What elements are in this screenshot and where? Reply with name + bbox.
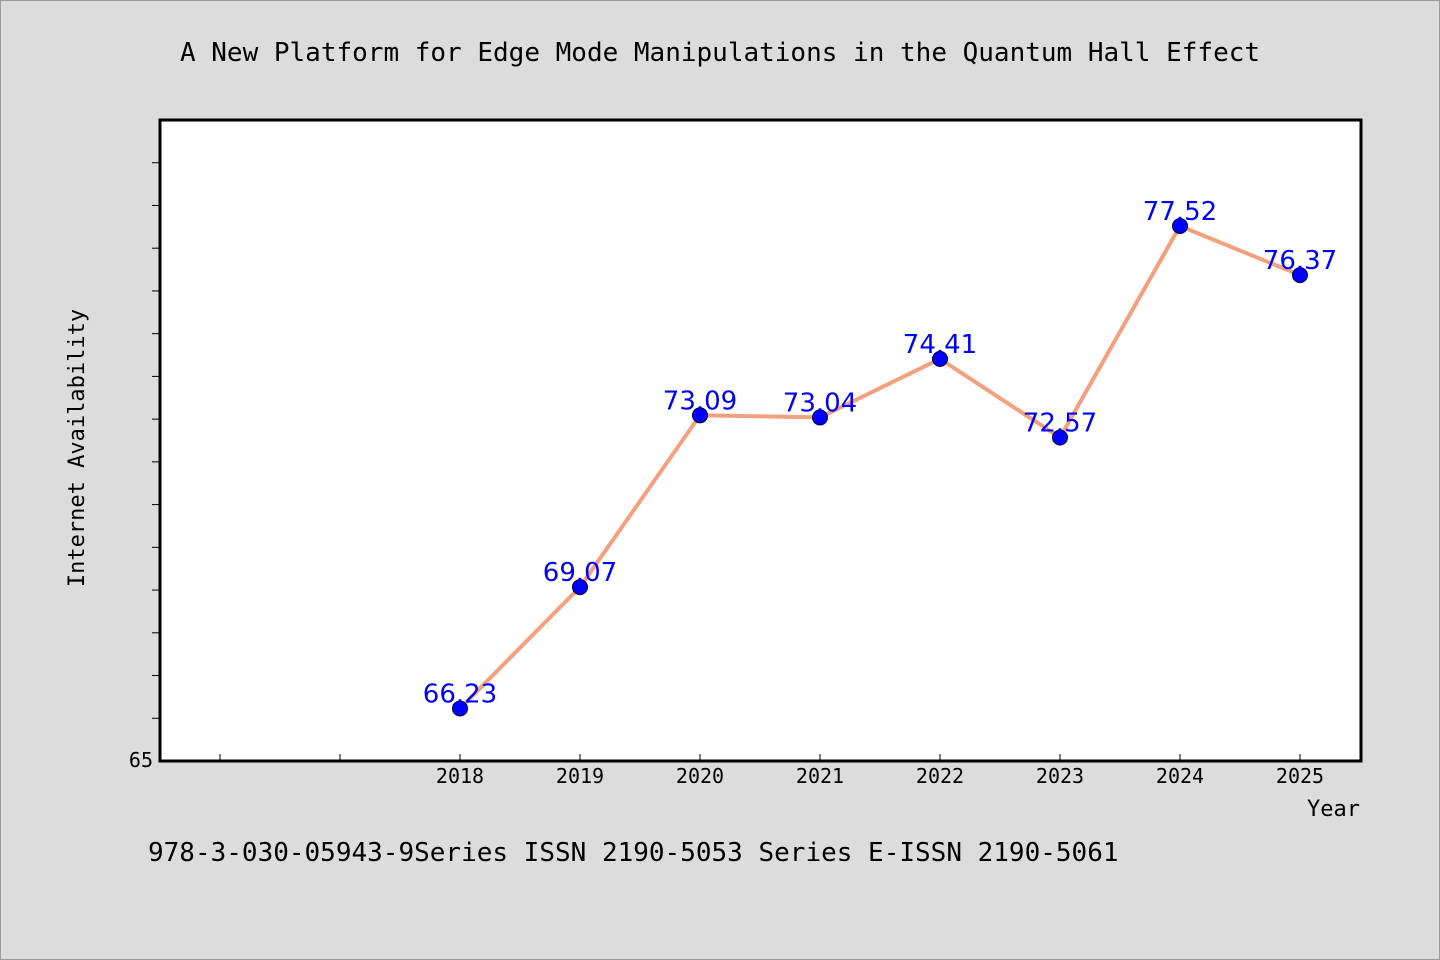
x-tick-label: 2018 bbox=[436, 764, 484, 788]
x-axis-label: Year bbox=[1307, 797, 1360, 822]
plot-area bbox=[158, 118, 1363, 763]
footer-isbn-text: 978-3-030-05943-9Series ISSN 2190-5053 S… bbox=[148, 838, 1119, 868]
x-tick-label: 2024 bbox=[1156, 764, 1204, 788]
y-axis-ticks bbox=[152, 162, 160, 719]
data-label: 72.57 bbox=[1023, 409, 1097, 439]
data-point bbox=[812, 409, 828, 426]
data-label: 73.09 bbox=[663, 386, 737, 416]
chart-title: A New Platform for Edge Mode Manipulatio… bbox=[180, 38, 1260, 68]
x-tick-label: 2023 bbox=[1036, 764, 1084, 788]
data-point bbox=[932, 350, 948, 367]
x-tick-label: 2025 bbox=[1276, 764, 1324, 788]
series-points-group bbox=[452, 217, 1308, 717]
x-tick-label: 2022 bbox=[916, 764, 964, 788]
data-point bbox=[572, 579, 588, 596]
data-label: 69.07 bbox=[543, 558, 617, 588]
data-label: 73.04 bbox=[783, 388, 857, 418]
x-axis-ticks bbox=[219, 754, 1301, 761]
series-line bbox=[458, 223, 1301, 710]
data-label: 66.23 bbox=[423, 679, 497, 709]
y-tick-label-min: 65 bbox=[129, 748, 153, 772]
data-labels-group: 66.23 69.07 73.09 73.04 74.41 72.57 77.52 76.37 bbox=[423, 197, 1337, 709]
data-label: 74.41 bbox=[903, 330, 977, 360]
x-tick-label: 2019 bbox=[556, 764, 604, 788]
series-line-group bbox=[458, 223, 1301, 710]
x-tick-labels-group: 2018 2019 2020 2021 2022 2023 2024 2025 bbox=[436, 764, 1324, 788]
data-point bbox=[1172, 217, 1188, 234]
x-tick-label: 2020 bbox=[676, 764, 724, 788]
y-axis-label: Internet Availability bbox=[65, 309, 90, 587]
data-point bbox=[1052, 429, 1068, 446]
data-label: 77.52 bbox=[1143, 197, 1217, 227]
x-tick-label: 2021 bbox=[796, 764, 844, 788]
data-label: 76.37 bbox=[1263, 246, 1337, 276]
data-point bbox=[1292, 267, 1308, 284]
data-point bbox=[452, 700, 468, 717]
data-point bbox=[692, 407, 708, 424]
